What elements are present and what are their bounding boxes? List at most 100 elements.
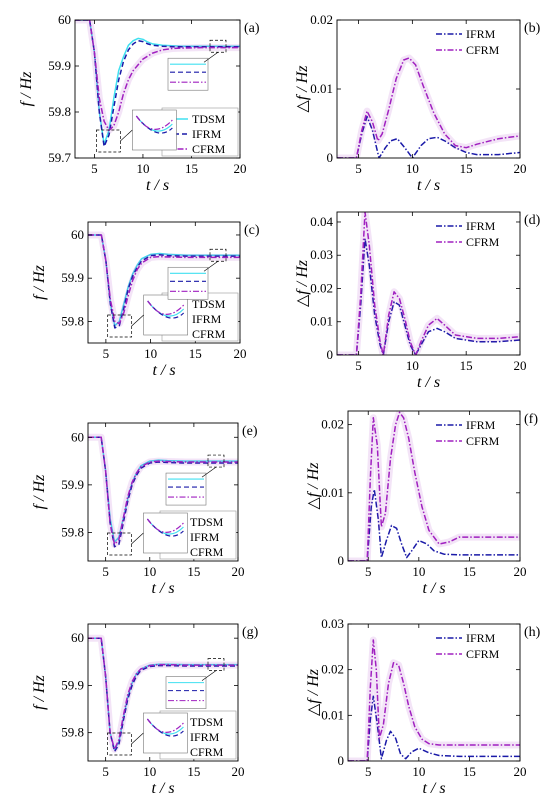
legend-label-cfrm: CFRM: [190, 745, 224, 759]
y-tick-label: 60: [58, 12, 71, 27]
y-tick-label: 60: [71, 630, 84, 645]
steady-inset: [166, 473, 206, 505]
legend-label-ifrm: IFRM: [466, 219, 496, 233]
x-axis-label: t / s: [422, 780, 445, 797]
y-tick-label: 59.8: [61, 524, 84, 539]
y-axis-label: f / Hz: [31, 474, 48, 509]
x-tick-label: 10: [412, 764, 425, 779]
x-axis-label: t / s: [152, 362, 175, 379]
panel-label: (h): [524, 625, 541, 640]
x-tick-label: 5: [103, 346, 110, 361]
chart-panel-d: 5 10 15 20 0 0.01 0.02 0.03 0.04 t / s △f / Hz (d) I…: [294, 212, 541, 391]
x-tick-label: 20: [232, 564, 245, 579]
panel-label: (c): [244, 223, 260, 238]
legend-label-tdsm: TDSM: [190, 515, 224, 529]
x-axis-label: t / s: [417, 177, 440, 194]
y-axis-label: △f / Hz: [294, 65, 311, 113]
x-tick-label: 20: [514, 764, 527, 779]
y-axis-label: f / Hz: [31, 264, 48, 299]
legend-label-ifrm: IFRM: [190, 730, 220, 744]
x-tick-label: 15: [185, 161, 198, 176]
legend-label-ifrm: IFRM: [466, 418, 496, 432]
y-tick-label: 0.02: [321, 417, 344, 432]
y-axis-label: f / Hz: [18, 71, 35, 106]
y-tick-label: 59.9: [61, 677, 84, 692]
x-tick-label: 10: [412, 564, 425, 579]
x-tick-label: 20: [234, 161, 247, 176]
x-tick-label: 5: [91, 161, 98, 176]
y-tick-label: 0: [338, 753, 345, 768]
x-tick-label: 20: [514, 564, 527, 579]
chart-panel-h: 5 10 15 20 0 0.01 0.02 0.03 t / s △f / Hz (h) IFRM C…: [305, 616, 541, 797]
x-tick-label: 10: [144, 346, 157, 361]
chart-panel-c: 5 10 15 2059.859.960t / sf / Hz(c)TDSMIFRMC…: [31, 222, 260, 379]
legend-label-tdsm: TDSM: [192, 112, 226, 126]
y-tick-label: 60: [71, 429, 84, 444]
x-tick-label: 15: [463, 564, 476, 579]
x-tick-label: 5: [365, 764, 372, 779]
steady-inset: [168, 58, 208, 90]
legend-label-ifrm: IFRM: [190, 530, 220, 544]
x-tick-label: 10: [406, 358, 419, 373]
y-tick-label: 59.9: [48, 58, 71, 73]
legend-label-tdsm: TDSM: [190, 715, 224, 729]
x-tick-label: 10: [143, 764, 156, 779]
x-tick-label: 15: [463, 764, 476, 779]
x-tick-label: 10: [136, 161, 149, 176]
y-tick-label: 0.01: [321, 485, 344, 500]
legend-label-cfrm: CFRM: [192, 142, 226, 156]
x-tick-label: 20: [514, 358, 527, 373]
chart-panel-g: 5 10 15 20 59.8 59.9 60 t / s f / Hz (g) TDSMIFRMC…: [31, 624, 259, 797]
y-tick-label: 0.01: [310, 81, 333, 96]
panel-label: (a): [244, 21, 260, 36]
x-tick-label: 20: [234, 346, 247, 361]
y-tick-label: 0.03: [310, 247, 333, 262]
legend-label-cfrm: CFRM: [192, 327, 226, 341]
x-tick-label: 15: [460, 161, 473, 176]
legend-label-cfrm: CFRM: [190, 545, 224, 559]
x-axis-label: t / s: [146, 177, 169, 194]
x-tick-label: 10: [406, 161, 419, 176]
x-tick-label: 5: [102, 764, 109, 779]
legend-label-ifrm: IFRM: [466, 27, 496, 41]
y-axis-label: △f / Hz: [294, 259, 311, 307]
legend-label-cfrm: CFRM: [466, 434, 500, 448]
chart-panel-a: 5 10 15 20 59.7 59.8 59.9 60 t / s f / Hz (a) TDSMI…: [18, 12, 260, 194]
y-axis-label: △f / Hz: [305, 668, 322, 716]
legend-label-cfrm: CFRM: [466, 235, 500, 249]
x-tick-label: 5: [355, 358, 362, 373]
chart-panel-b: 5 10 15 20 0 0.01 0.02 t / s △f / Hz (b) IFRM CFRM: [294, 12, 541, 194]
x-tick-label: 20: [232, 764, 245, 779]
y-tick-label: 59.9: [61, 477, 84, 492]
y-tick-label: 0: [327, 347, 334, 362]
y-tick-label: 0.02: [321, 662, 344, 677]
y-tick-label: 0.02: [310, 12, 333, 27]
x-axis-label: t / s: [417, 374, 440, 391]
x-tick-label: 15: [189, 346, 202, 361]
x-tick-label: 15: [187, 764, 200, 779]
y-axis-label: f / Hz: [31, 674, 48, 709]
legend-label-ifrm: IFRM: [466, 631, 496, 645]
x-tick-label: 15: [460, 358, 473, 373]
x-axis-label: t / s: [151, 780, 174, 797]
y-tick-label: 59.8: [61, 313, 84, 328]
y-tick-label: 59.7: [48, 150, 71, 165]
steady-inset: [168, 267, 208, 299]
x-tick-label: 5: [102, 564, 109, 579]
y-tick-label: 0.03: [321, 616, 344, 631]
legend-label-cfrm: CFRM: [466, 647, 500, 661]
steady-inset: [166, 677, 206, 709]
x-tick-label: 10: [143, 564, 156, 579]
legend-label-ifrm: IFRM: [192, 127, 222, 141]
y-tick-label: 59.9: [61, 270, 84, 285]
y-tick-label: 0.01: [310, 314, 333, 329]
y-tick-label: 0.01: [321, 707, 344, 722]
x-tick-label: 20: [514, 161, 527, 176]
y-tick-label: 0: [338, 553, 345, 568]
panel-label: (e): [242, 424, 258, 439]
chart-panel-f: 5 10 15 2000.010.02t / s△f / Hz(f)IFRMCFRM: [305, 411, 538, 597]
x-tick-label: 5: [365, 564, 372, 579]
y-tick-label: 0.04: [310, 214, 333, 229]
y-tick-label: 59.8: [61, 725, 84, 740]
